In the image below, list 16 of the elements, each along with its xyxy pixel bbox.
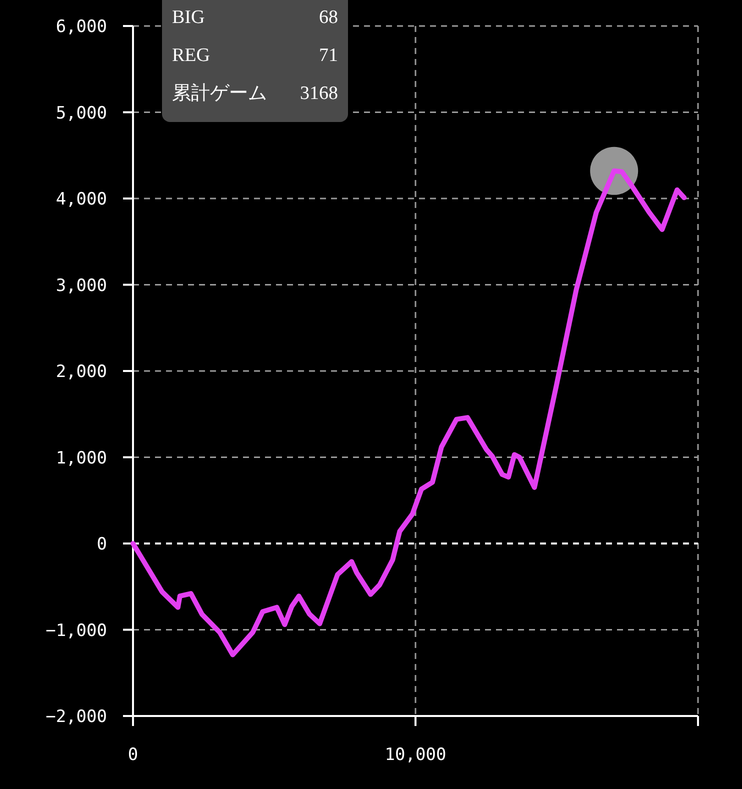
y-tick-label: 3,000	[56, 276, 107, 296]
annotation: 3168	[300, 83, 338, 104]
annotation: 累計ゲーム	[172, 83, 267, 104]
y-tick-label: 0	[96, 534, 107, 554]
y-tick-label: 6,000	[56, 17, 107, 37]
annotation: BIG	[172, 7, 205, 28]
y-tick-label: 5,000	[56, 103, 107, 124]
y-tick-label: −1,000	[46, 620, 107, 641]
y-tick-label: 2,000	[56, 362, 107, 382]
x-tick-label: 10,000	[384, 745, 446, 765]
y-tick-label: 1,000	[56, 448, 107, 468]
annotation: REG	[172, 45, 210, 66]
y-tick-label: 4,000	[56, 190, 107, 210]
annotation: 71	[319, 45, 338, 66]
annotation: 68	[319, 7, 338, 28]
y-tick-label: −2,000	[46, 707, 107, 727]
